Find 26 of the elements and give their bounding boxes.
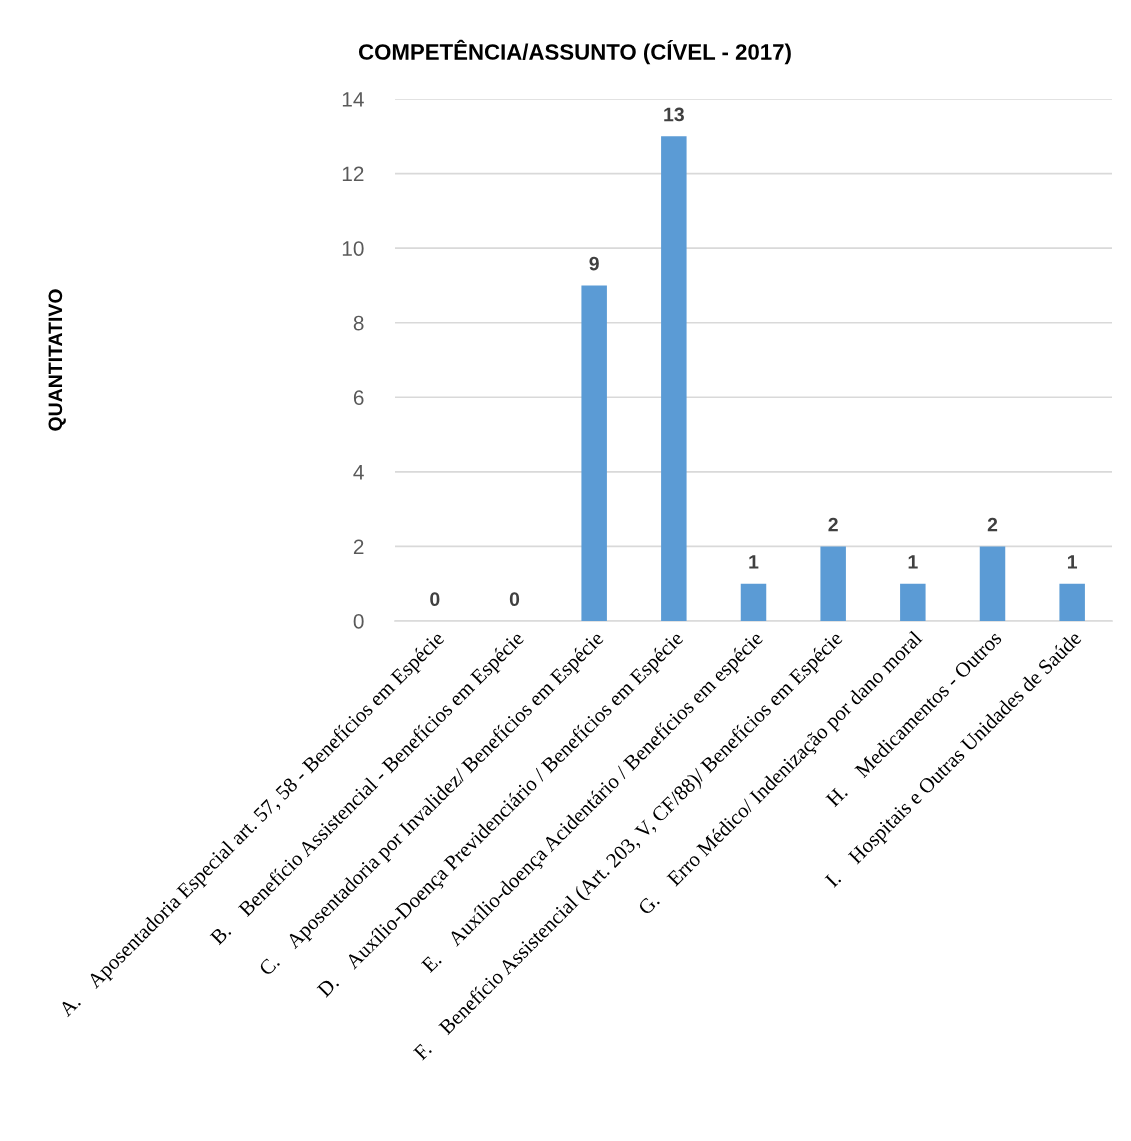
y-tick-label: 2 <box>353 539 364 554</box>
data-label: 2 <box>828 517 838 532</box>
bar <box>740 583 767 621</box>
data-label: 1 <box>1067 555 1078 569</box>
bar <box>900 583 926 621</box>
y-tick-label: 10 <box>342 241 364 256</box>
bar <box>1059 583 1085 621</box>
bar <box>979 546 1006 621</box>
bar <box>661 136 687 621</box>
bar <box>581 285 607 621</box>
data-label: 1 <box>749 555 759 569</box>
y-tick-label: 0 <box>353 614 364 629</box>
data-label: 0 <box>430 592 440 607</box>
y-tick-label: 12 <box>342 166 364 182</box>
chart-title: COMPETÊNCIA/ASSUNTO (CÍVEL - 2017) <box>358 39 791 65</box>
data-label: 0 <box>509 592 520 607</box>
data-label: 9 <box>589 256 599 271</box>
y-tick-label: 6 <box>353 390 364 406</box>
data-label: 1 <box>908 555 918 569</box>
y-tick-label: 8 <box>353 315 364 331</box>
y-tick-label: 14 <box>342 92 364 107</box>
bar <box>820 546 846 621</box>
y-axis-title: QUANTITATIVO <box>48 289 66 431</box>
data-label: 2 <box>987 517 998 532</box>
y-tick-label: 4 <box>353 465 364 480</box>
data-label: 13 <box>664 107 684 122</box>
